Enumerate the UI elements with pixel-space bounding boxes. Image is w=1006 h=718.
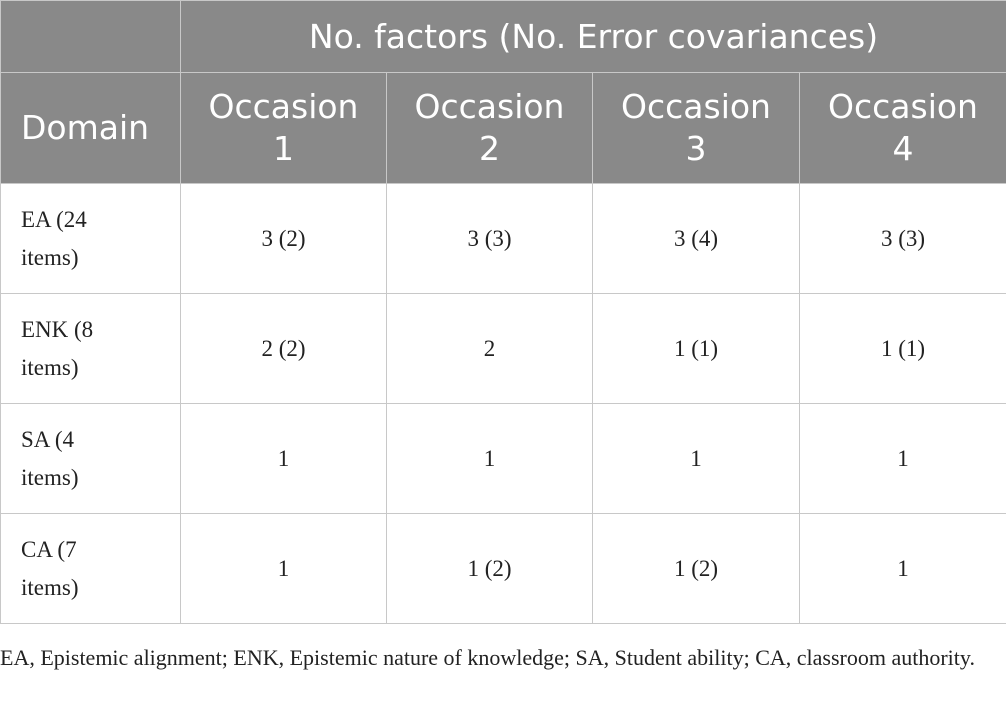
cell-text: 2 xyxy=(483,335,496,361)
cell-text: SA (4 items) xyxy=(21,426,79,490)
cell-text: 1 xyxy=(277,555,290,581)
group-header: No. factors (No. Error covariances) xyxy=(180,0,1006,73)
cell-text: 1 xyxy=(690,445,702,471)
table-cell: 3 (3) xyxy=(386,183,593,294)
table-row: CA (7 items) 1 1 (2) 1 (2) 1 xyxy=(0,513,1006,624)
cell-text: CA (7 items) xyxy=(21,536,79,600)
table-cell: ENK (8 items) xyxy=(0,293,181,404)
table-cell: 1 xyxy=(180,513,387,624)
table-cell: 1 (1) xyxy=(799,293,1006,404)
table-cell: 1 xyxy=(592,403,800,514)
cell-text: ENK (8 items) xyxy=(21,316,94,380)
table-cell: CA (7 items) xyxy=(0,513,181,624)
table-cell: 3 (2) xyxy=(180,183,387,294)
cell-text: 3 (3) xyxy=(467,225,512,251)
table: No. factors (No. Error covariances) Doma… xyxy=(0,0,1006,624)
header-row: No. factors (No. Error covariances) xyxy=(0,0,1006,73)
table-cell: 2 xyxy=(386,293,593,404)
column-header: Occasion 1 xyxy=(180,72,387,184)
header-cell xyxy=(0,0,181,73)
table-cell: 3 (4) xyxy=(592,183,800,294)
cell-text: 1 (1) xyxy=(673,335,719,361)
column-header-text: Domain xyxy=(21,108,150,147)
column-header-text: Occasion 3 xyxy=(621,87,771,168)
cell-text: 2 (2) xyxy=(261,335,306,361)
table-row: ENK (8 items) 2 (2) 2 1 (1) 1 (1) xyxy=(0,293,1006,404)
cell-text: 1 (2) xyxy=(467,555,512,581)
table-cell: 1 xyxy=(799,513,1006,624)
table-cell: 1 xyxy=(386,403,593,514)
footnote: EA, Epistemic alignment; ENK, Epistemic … xyxy=(0,645,975,670)
cell-text: 3 (3) xyxy=(880,225,926,251)
table-cell: 1 (2) xyxy=(386,513,593,624)
column-header-text: Occasion 1 xyxy=(208,87,359,168)
cell-text: 1 (1) xyxy=(880,335,926,361)
cell-text: EA (24 items) xyxy=(21,206,87,270)
table-cell: 1 xyxy=(180,403,387,514)
header-row: Domain Occasion 1 Occasion 2 Occasion 3 Occa… xyxy=(0,72,1006,184)
column-header-text: Occasion 4 xyxy=(828,87,978,168)
cell-text: 1 (2) xyxy=(673,555,719,581)
cell-text: 1 xyxy=(897,445,909,471)
column-header: Occasion 2 xyxy=(386,72,593,184)
column-header: Occasion 3 xyxy=(592,72,800,184)
table-row: EA (24 items) 3 (2) 3 (3) 3 (4) 3 (3) xyxy=(0,183,1006,294)
table-cell: 1 (1) xyxy=(592,293,800,404)
column-header: Domain xyxy=(0,72,181,184)
table-row: SA (4 items) 1 1 1 1 xyxy=(0,403,1006,514)
table-body: EA (24 items) 3 (2) 3 (3) 3 (4) 3 (3) ENK (8 … xyxy=(0,183,1006,624)
cell-text: 3 (2) xyxy=(261,225,306,251)
cell-text: 3 (4) xyxy=(673,225,719,251)
cell-text: 1 xyxy=(897,555,909,581)
table-cell: EA (24 items) xyxy=(0,183,181,294)
cell-text: 1 xyxy=(277,445,290,471)
column-header-text: Occasion 2 xyxy=(414,87,565,168)
table-cell: 3 (3) xyxy=(799,183,1006,294)
column-header: Occasion 4 xyxy=(799,72,1006,184)
table-cell: 1 (2) xyxy=(592,513,800,624)
table-cell: 1 xyxy=(799,403,1006,514)
table-cell: 2 (2) xyxy=(180,293,387,404)
cell-text: 1 xyxy=(483,445,496,471)
table-cell: SA (4 items) xyxy=(0,403,181,514)
